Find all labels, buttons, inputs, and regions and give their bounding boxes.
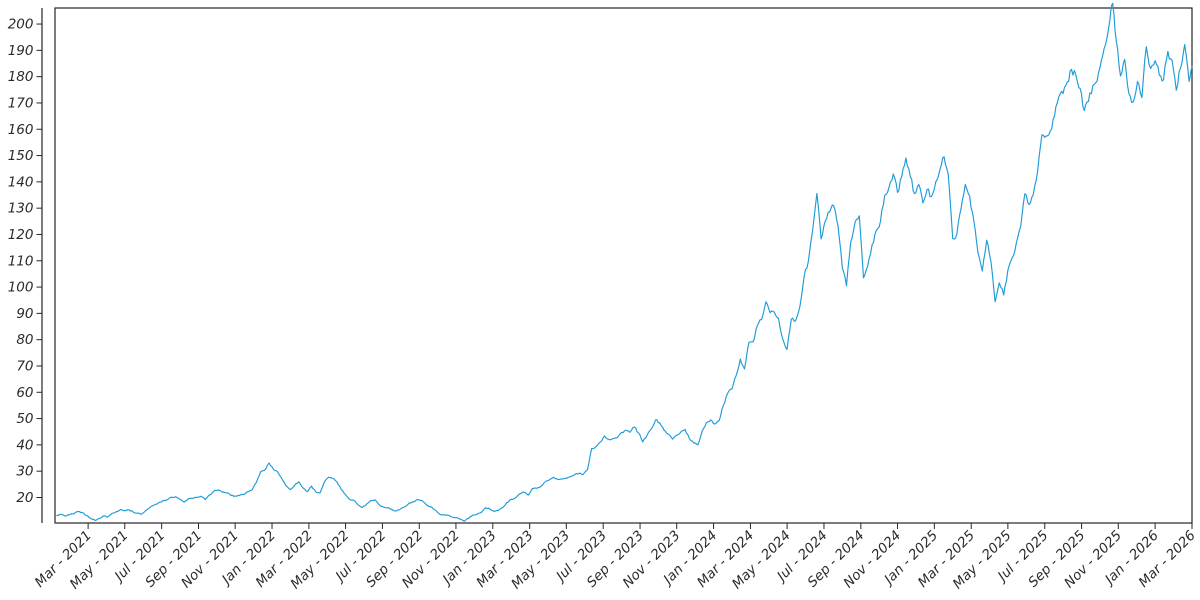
y-axis: 20 30 40 50 60 70 80 90 100 110 120 130 140 150 160 170…: [8, 17, 42, 506]
y-tick-label: 150: [8, 148, 34, 164]
y-tick-label: 100: [8, 280, 34, 296]
plot-frame: [41, 7, 1193, 524]
y-tick-label: 80: [16, 332, 33, 348]
y-tick-label: 20: [16, 490, 33, 506]
y-tick-label: 200: [8, 17, 34, 33]
price-line: [56, 2, 1193, 522]
y-tick-label: 160: [8, 122, 34, 138]
y-tick-label: 70: [16, 358, 33, 374]
y-tick-label: 140: [8, 174, 34, 190]
plot-border: [54, 7, 1193, 524]
y-tick-label: 60: [16, 385, 33, 401]
price-line-series: [56, 2, 1193, 522]
y-tick-label: 180: [8, 69, 34, 85]
y-tick-label: 170: [8, 95, 34, 111]
y-tick-label: 90: [16, 306, 33, 322]
y-tick-label: 30: [16, 464, 33, 480]
y-tick-label: 120: [8, 227, 34, 243]
y-tick-label: 130: [8, 201, 34, 217]
y-tick-label: 40: [16, 437, 33, 453]
y-tick-label: 50: [16, 411, 33, 427]
y-tick-label: 110: [8, 253, 34, 269]
y-tick-label: 190: [8, 43, 34, 59]
